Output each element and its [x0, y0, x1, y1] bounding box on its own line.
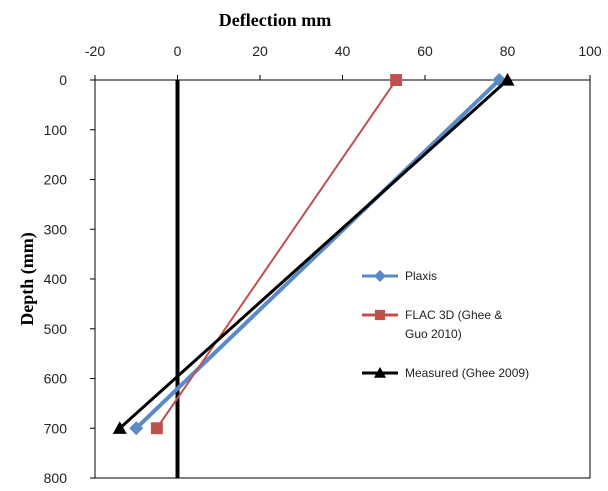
x-tick-label: 100	[578, 43, 602, 59]
y-tick-label: 0	[59, 72, 67, 88]
x-tick-label: 80	[500, 43, 516, 59]
y-tick-label: 800	[44, 470, 68, 486]
legend-label: Measured (Ghee 2009)	[405, 366, 529, 380]
y-tick-label: 300	[44, 221, 68, 237]
x-axis-title: Deflection mm	[219, 10, 331, 30]
legend-label: Guo 2010)	[405, 327, 462, 341]
data-point-marker	[150, 422, 163, 435]
y-axis-ticks: 0 100 200 300 400 500 600 700 800	[44, 72, 95, 486]
legend-label: FLAC 3D (Ghee &	[405, 308, 502, 322]
series-layer	[112, 73, 515, 436]
legend-label: Plaxis	[405, 269, 437, 283]
y-tick-label: 700	[44, 420, 68, 436]
x-tick-label: 20	[252, 43, 268, 59]
legend-item: Plaxis	[362, 269, 437, 283]
y-tick-label: 200	[44, 172, 68, 188]
x-tick-label: 0	[174, 43, 182, 59]
data-point-marker	[112, 421, 127, 434]
y-tick-label: 600	[44, 371, 68, 387]
series-line	[156, 79, 397, 429]
legend-marker	[374, 270, 386, 282]
x-tick-label: 40	[335, 43, 351, 59]
data-point-marker	[129, 421, 144, 436]
y-axis-title: Depth (mm)	[17, 232, 38, 325]
legend-marker	[374, 367, 386, 378]
legend: Plaxis FLAC 3D (Ghee & Guo 2010) Measured (…	[362, 269, 529, 380]
y-tick-label: 100	[44, 122, 68, 138]
y-tick-label: 500	[44, 321, 68, 337]
legend-item: Measured (Ghee 2009)	[362, 366, 529, 380]
legend-marker	[374, 309, 386, 321]
x-tick-label: -20	[85, 43, 105, 59]
x-axis-ticks: -20 0 20 40 60 80 100	[85, 43, 602, 80]
plot-area	[94, 79, 591, 479]
x-tick-label: 60	[417, 43, 433, 59]
series-line	[118, 78, 509, 430]
legend-item: FLAC 3D (Ghee & Guo 2010)	[362, 308, 502, 341]
data-point-marker	[390, 74, 403, 86]
series-1	[150, 74, 403, 435]
y-tick-label: 400	[44, 271, 68, 287]
